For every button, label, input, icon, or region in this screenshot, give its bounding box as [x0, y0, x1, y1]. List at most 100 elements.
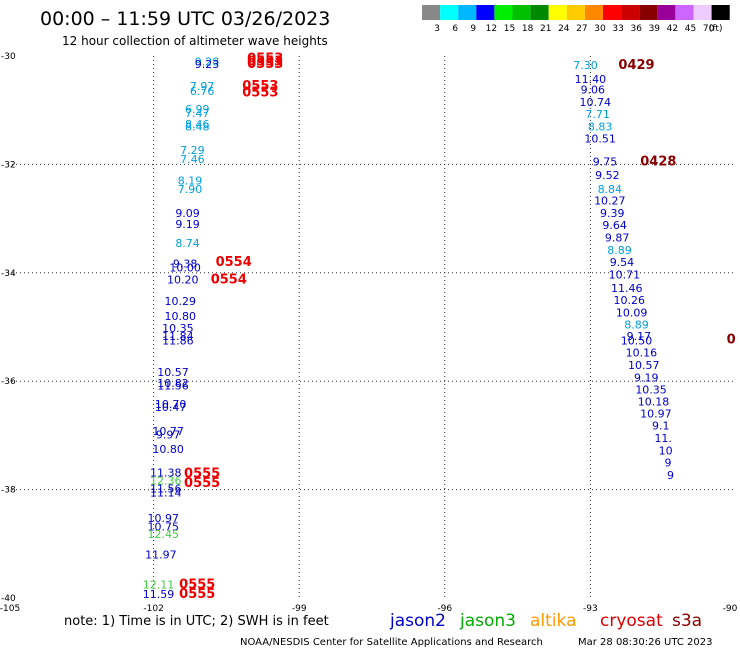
- wave-height-label: 9: [665, 457, 672, 470]
- wave-height-label: 9.64: [602, 219, 627, 232]
- wave-height-label: 9.23: [195, 58, 220, 71]
- colorbar-label: 70: [703, 24, 715, 34]
- wave-height-label: 10.77: [152, 425, 184, 438]
- wave-height-label: 11.84: [162, 330, 194, 343]
- wave-height-label: 6.76: [190, 85, 215, 98]
- wave-height-label: 10.16: [626, 346, 658, 359]
- wave-height-label: 10.26: [613, 294, 645, 307]
- colorbar-swatch: [566, 5, 585, 20]
- colorbar-swatch: [621, 5, 640, 20]
- wave-height-label: 10.51: [584, 132, 616, 145]
- wave-height-label: 10.27: [594, 195, 626, 208]
- mission-jason3: jason3: [459, 611, 516, 631]
- colorbar-swatch: [639, 5, 658, 20]
- mission-altika: altika: [530, 611, 577, 631]
- wave-height-label: 6.99: [185, 103, 210, 116]
- wave-height-label: 9.87: [605, 232, 630, 245]
- wave-height-label: 11.59: [143, 588, 175, 601]
- wave-height-label: 9.75: [593, 156, 618, 169]
- colorbar-label: 18: [522, 24, 534, 34]
- wave-height-label: 10.29: [165, 295, 197, 308]
- wave-height-label: 9.97: [156, 428, 181, 441]
- colorbar-swatch: [548, 5, 567, 20]
- colorbar-swatch: [440, 5, 459, 20]
- pass-time-label: 0555: [184, 476, 220, 491]
- colorbar-swatch: [476, 5, 495, 20]
- wave-height-label: 9.28: [195, 55, 220, 68]
- y-tick-label: -32: [1, 160, 16, 170]
- wave-height-label: 7.71: [585, 108, 610, 121]
- wave-height-label: 10: [659, 445, 673, 458]
- colorbar-label: 12: [486, 24, 497, 34]
- x-tick-label: -96: [437, 604, 452, 614]
- colorbar-label: 39: [649, 24, 661, 34]
- mission-s3a: s3a: [672, 611, 702, 631]
- wave-height-label: 9.39: [600, 207, 625, 220]
- wave-height-label: 10.70: [155, 398, 187, 411]
- wave-height-label: 7.47: [185, 107, 210, 120]
- chart-subtitle: 12 hour collection of altimeter wave hei…: [62, 34, 328, 48]
- pass-time-label: 0429: [618, 58, 654, 73]
- wave-height-label: 9: [667, 469, 674, 482]
- mission-cryosat: cryosat: [600, 611, 663, 631]
- wave-height-label: 11.: [654, 432, 672, 445]
- wave-height-label: 7.90: [178, 183, 203, 196]
- wave-height-label: 10.35: [162, 322, 194, 335]
- wave-height-label: 9.1: [652, 420, 670, 433]
- wave-height-label: 8.83: [588, 120, 613, 133]
- wave-height-label: 12.36: [150, 474, 182, 487]
- colorbar-swatch: [458, 5, 477, 20]
- wave-height-label: 10.75: [148, 520, 180, 533]
- wave-height-label: 11.56: [150, 483, 182, 496]
- wave-height-label: 11.56: [157, 380, 189, 393]
- colorbar: 3 6 9 12 15 18 21 24 27 30 33 36 39 42 45 70(ft): [422, 5, 730, 34]
- footer-note: note: 1) Time is in UTC; 2) SWH is in fe…: [64, 614, 329, 629]
- wave-height-label: 12.11: [143, 578, 175, 591]
- pass-time-label: 0555: [179, 587, 215, 602]
- wave-height-label: 7.30: [573, 59, 598, 72]
- pass-time-label: 0553: [242, 79, 278, 94]
- wave-height-label: 11.97: [145, 549, 177, 562]
- wave-height-label: 9.19: [175, 218, 200, 231]
- colorbar-label: 6: [452, 24, 458, 34]
- colorbar-swatch: [584, 5, 603, 20]
- colorbar-label: 33: [612, 24, 623, 34]
- wave-height-label: 11.14: [150, 486, 182, 499]
- colorbar-swatch: [494, 5, 513, 20]
- y-tick-label: -40: [1, 594, 16, 604]
- pass-time-label: 0553: [247, 57, 283, 72]
- colorbar-swatch: [675, 5, 694, 20]
- colorbar-label: 15: [504, 24, 515, 34]
- pass-time-label: 0553: [247, 52, 283, 67]
- pass-time-label: 0554: [211, 272, 247, 287]
- colorbar-swatch: [422, 5, 441, 20]
- wave-height-label: 11.86: [162, 335, 194, 348]
- pass-time-label: 0555: [184, 466, 220, 481]
- wave-height-label: 10.97: [640, 408, 672, 421]
- wave-height-label: 12.45: [148, 528, 180, 541]
- x-tick-label: -93: [583, 604, 598, 614]
- wave-height-label: 10.09: [616, 306, 648, 319]
- wave-height-label: 10.82: [157, 377, 189, 390]
- wave-height-label: 10.50: [621, 335, 653, 348]
- wave-height-label: 10.57: [157, 366, 189, 379]
- wave-height-label: 10.71: [609, 268, 641, 281]
- y-tick-label: -38: [1, 486, 16, 496]
- wave-height-label: 8.48: [185, 120, 210, 133]
- colorbar-swatch: [603, 5, 622, 20]
- colorbar-label: 3: [434, 24, 440, 34]
- wave-height-label: 10.80: [165, 310, 197, 323]
- colorbar-label: 21: [540, 24, 551, 34]
- wave-height-label: 8.89: [624, 318, 649, 331]
- wave-height-label: 9.17: [627, 330, 652, 343]
- wave-height-label: 9.09: [175, 207, 200, 220]
- footer-timestamp: Mar 28 08:30:26 UTC 2023: [578, 637, 713, 648]
- wave-height-label: 10.47: [155, 401, 187, 414]
- wave-height-label: 11.46: [611, 282, 643, 295]
- x-tick-label: -99: [292, 604, 307, 614]
- colorbar-label: 9: [470, 24, 476, 34]
- observation-labels: 9.289.23 7.976.76 6.997.478.468.48 7.297.46…: [143, 55, 674, 601]
- wave-height-label: 7.97: [190, 80, 215, 93]
- wave-height-label: 9.19: [634, 371, 659, 384]
